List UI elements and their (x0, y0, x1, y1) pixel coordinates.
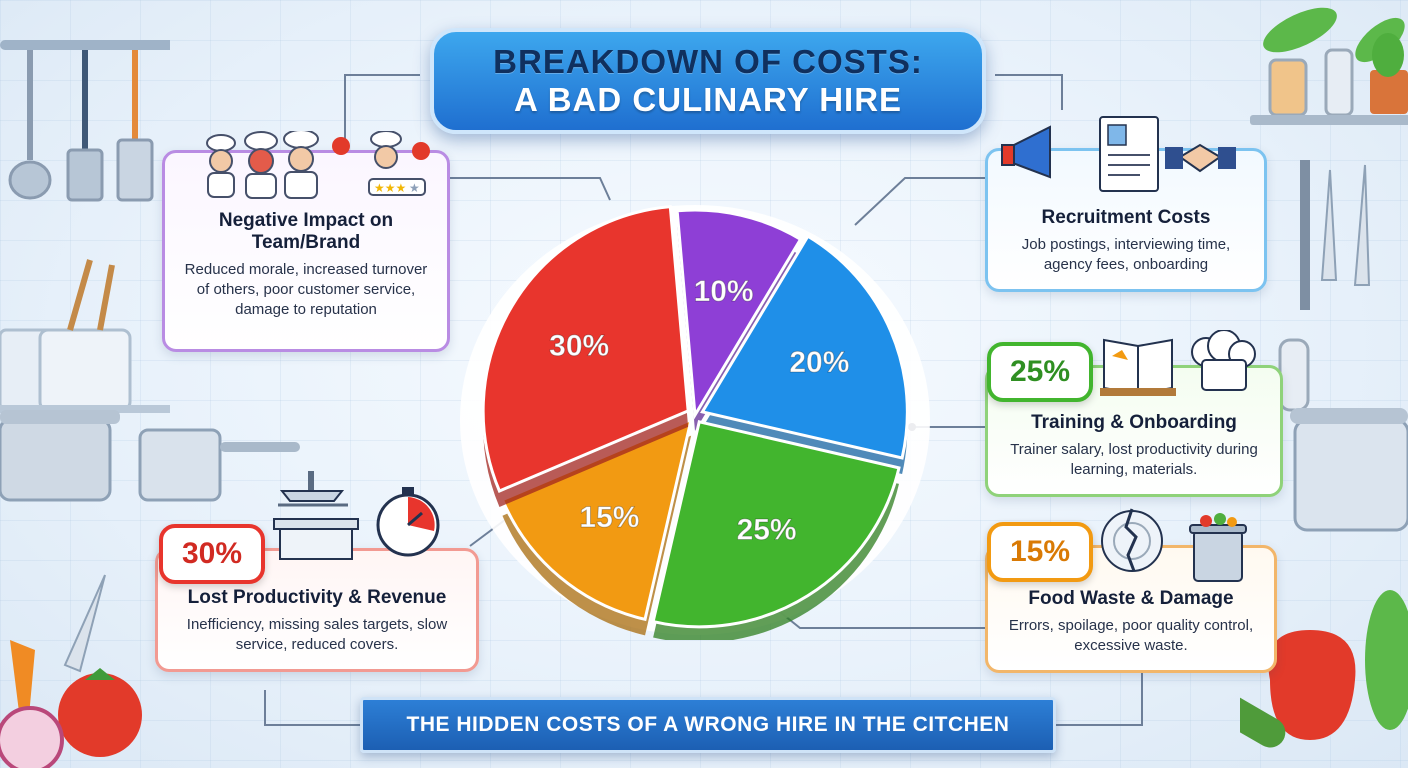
svg-text:★★★: ★★★ (374, 181, 406, 195)
recruitment-title: Recruitment Costs (1041, 207, 1211, 228)
knife-icon (63, 574, 106, 673)
training-desc: Trainer salary, lost productivity during… (1010, 441, 1258, 478)
kitchen-decor-middle (138, 428, 300, 502)
turner-icon (116, 50, 154, 202)
lost-productivity-desc: Inefficiency, missing sales targets, slo… (186, 616, 448, 653)
title-line-1: BREAKDOWN OF COSTS: (493, 43, 923, 80)
slice-training (651, 419, 901, 629)
broken-plate-trash-icon (1101, 508, 1247, 582)
food-waste-desc: Errors, spoilage, poor quality control, … (1008, 617, 1254, 654)
ladle-icon (8, 50, 52, 200)
bell-pepper-icon (1268, 630, 1356, 740)
book-chef-hat-icon (1100, 330, 1256, 396)
cucumber-icon (1240, 682, 1286, 748)
slice-team-impact (675, 208, 803, 420)
plant-pot-icon (1370, 33, 1408, 114)
pie-slices (481, 205, 909, 640)
slice-team-impact-label: 10% (694, 275, 754, 308)
slice-lost-productivity-label: 30% (549, 329, 609, 362)
kitchen-decor-left (0, 40, 170, 768)
kitchen-decor-right (1240, 7, 1408, 748)
kitchen-stopwatch-icon (273, 471, 440, 560)
recruitment-card: Recruitment Costs Job postings, intervie… (985, 116, 1267, 292)
stock-pot-icon (1290, 408, 1408, 532)
training-title: Training & Onboarding (1031, 412, 1237, 433)
food-waste-percent-badge: 15% (987, 522, 1093, 582)
pie-labels: 10% 20% 25% 15% 30% (549, 275, 850, 547)
lettuce-icon (1365, 590, 1408, 730)
tomato-icon (58, 668, 142, 757)
lost-productivity-percent-badge: 30% (159, 524, 265, 584)
slice-lost-productivity (481, 205, 690, 493)
saucepan-icon (138, 428, 300, 502)
title-line-2: A BAD CULINARY HIRE (513, 81, 903, 118)
training-percent-badge: 25% (987, 342, 1093, 402)
food-waste-title: Food Waste & Damage (1028, 588, 1234, 609)
lost-productivity-title: Lost Productivity & Revenue (187, 587, 447, 608)
knife-rack-icon (1300, 160, 1371, 310)
slice-food-waste (500, 417, 694, 622)
team-impact-title: Negative Impact on Team/Brand (218, 210, 394, 253)
title-banner: BREAKDOWN OF COSTS: A BAD CULINARY HIRE (430, 28, 986, 134)
team-impact-desc: Reduced morale, increased turnover of ot… (184, 261, 428, 318)
angry-chef-team-icon: ★★★ ★ (206, 129, 430, 199)
carrot-icon (10, 640, 35, 760)
megaphone-resume-handshake-icon (1001, 116, 1236, 192)
onion-icon (0, 706, 64, 768)
team-impact-card: ★★★ ★ Negative Impact on Team/Brand Redu… (162, 129, 450, 352)
slice-recruitment (700, 234, 909, 460)
spatula-icon (66, 50, 104, 202)
slice-training-label: 25% (737, 514, 797, 547)
slice-recruitment-label: 20% (789, 346, 849, 379)
slice-food-waste-label: 15% (579, 501, 639, 534)
cooking-pot-icon (0, 410, 120, 502)
recruitment-desc: Job postings, interviewing time, agency … (1021, 236, 1231, 273)
footer-ribbon: THE HIDDEN COSTS OF A WRONG HIRE IN THE … (360, 697, 1056, 753)
cost-breakdown-pie-chart: 10% 20% 25% 15% 30% (460, 205, 930, 640)
svg-text:★: ★ (409, 181, 420, 195)
